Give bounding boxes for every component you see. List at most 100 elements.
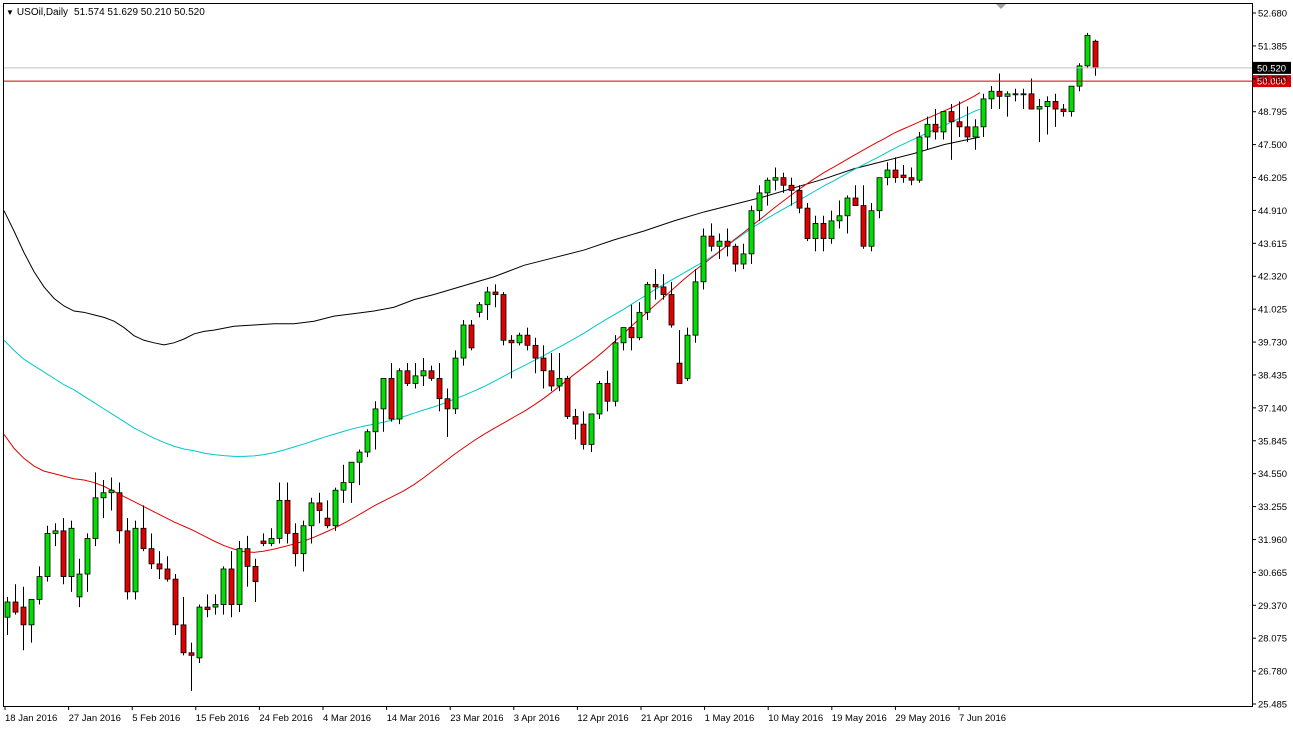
candle[interactable] xyxy=(340,464,347,503)
candle[interactable] xyxy=(412,363,419,389)
candle[interactable] xyxy=(1044,96,1051,135)
candle[interactable] xyxy=(36,566,43,605)
candle[interactable] xyxy=(756,185,763,221)
candle[interactable] xyxy=(780,172,787,193)
candle[interactable] xyxy=(892,157,899,183)
candle[interactable] xyxy=(316,492,323,524)
candle[interactable] xyxy=(20,586,27,651)
candle[interactable] xyxy=(268,528,275,547)
candle[interactable] xyxy=(644,281,651,320)
candle[interactable] xyxy=(1036,98,1043,143)
candle[interactable] xyxy=(724,228,731,257)
candle[interactable] xyxy=(372,401,379,450)
candle[interactable] xyxy=(740,243,747,270)
candle[interactable] xyxy=(652,269,659,300)
candle[interactable] xyxy=(716,233,723,259)
candle[interactable] xyxy=(492,284,499,308)
candle[interactable] xyxy=(436,363,443,412)
candle[interactable] xyxy=(908,167,915,186)
candle[interactable] xyxy=(540,345,547,389)
candle[interactable] xyxy=(84,533,91,592)
candle[interactable] xyxy=(116,482,123,544)
candle[interactable] xyxy=(812,215,819,252)
candle[interactable] xyxy=(484,286,491,320)
candle[interactable] xyxy=(1084,32,1091,69)
candle[interactable] xyxy=(924,116,931,150)
candle[interactable] xyxy=(556,352,563,392)
candle[interactable] xyxy=(588,413,595,453)
candle[interactable] xyxy=(564,375,571,420)
candle[interactable] xyxy=(212,594,219,615)
candle[interactable] xyxy=(1068,85,1075,117)
candle[interactable] xyxy=(364,429,371,458)
candle[interactable] xyxy=(444,388,451,437)
candle[interactable] xyxy=(12,584,19,615)
candle[interactable] xyxy=(348,461,355,503)
candle[interactable] xyxy=(332,487,339,531)
candle[interactable] xyxy=(204,594,211,618)
candle[interactable] xyxy=(60,518,67,585)
candle[interactable] xyxy=(404,363,411,387)
candle[interactable] xyxy=(604,370,611,412)
candle[interactable] xyxy=(916,131,923,183)
candle[interactable] xyxy=(1004,91,1011,117)
candle[interactable] xyxy=(356,449,363,486)
candle[interactable] xyxy=(172,574,179,636)
candle[interactable] xyxy=(252,558,259,602)
candle[interactable] xyxy=(852,185,859,207)
candle[interactable] xyxy=(884,162,891,186)
candle[interactable] xyxy=(804,203,811,242)
candle[interactable] xyxy=(764,177,771,206)
candle[interactable] xyxy=(476,302,483,318)
candle[interactable] xyxy=(68,520,75,592)
candle[interactable] xyxy=(964,106,971,143)
candle[interactable] xyxy=(236,541,243,613)
candle[interactable] xyxy=(388,363,395,422)
candle[interactable] xyxy=(676,330,683,384)
candle[interactable] xyxy=(460,319,467,366)
candle[interactable] xyxy=(748,205,755,265)
candle[interactable] xyxy=(844,195,851,234)
candle[interactable] xyxy=(660,274,667,300)
candle[interactable] xyxy=(708,223,715,252)
candle[interactable] xyxy=(1060,103,1067,117)
candle[interactable] xyxy=(972,119,979,150)
candle[interactable] xyxy=(380,377,387,432)
candle[interactable] xyxy=(580,411,587,450)
candle[interactable] xyxy=(932,109,939,140)
candle[interactable] xyxy=(788,177,795,206)
candle[interactable] xyxy=(532,337,539,374)
candle[interactable] xyxy=(980,93,987,137)
candle[interactable] xyxy=(308,497,315,544)
candle[interactable] xyxy=(100,480,107,519)
chart-shift-marker[interactable] xyxy=(996,4,1006,9)
candle[interactable] xyxy=(228,551,235,618)
candle[interactable] xyxy=(196,604,203,663)
candle[interactable] xyxy=(468,319,475,351)
candle[interactable] xyxy=(124,518,131,600)
candle[interactable] xyxy=(52,523,59,547)
candle[interactable] xyxy=(284,482,291,544)
candle[interactable] xyxy=(148,533,155,569)
candle[interactable] xyxy=(508,335,515,379)
candle[interactable] xyxy=(1012,88,1019,102)
candle[interactable] xyxy=(300,520,307,572)
candle[interactable] xyxy=(996,73,1003,110)
candle[interactable] xyxy=(948,103,955,160)
candle[interactable] xyxy=(988,86,995,110)
candle[interactable] xyxy=(940,111,947,140)
candle[interactable] xyxy=(876,177,883,219)
candle[interactable] xyxy=(636,302,643,341)
candle[interactable] xyxy=(396,368,403,425)
candle[interactable] xyxy=(164,556,171,582)
candle[interactable] xyxy=(324,500,331,529)
candle[interactable] xyxy=(684,327,691,381)
candle[interactable] xyxy=(572,408,579,440)
candle[interactable] xyxy=(28,599,35,643)
candle[interactable] xyxy=(732,243,739,272)
candle[interactable] xyxy=(1092,39,1099,76)
candle[interactable] xyxy=(452,350,459,414)
candle[interactable] xyxy=(180,596,187,656)
candle[interactable] xyxy=(612,335,619,407)
